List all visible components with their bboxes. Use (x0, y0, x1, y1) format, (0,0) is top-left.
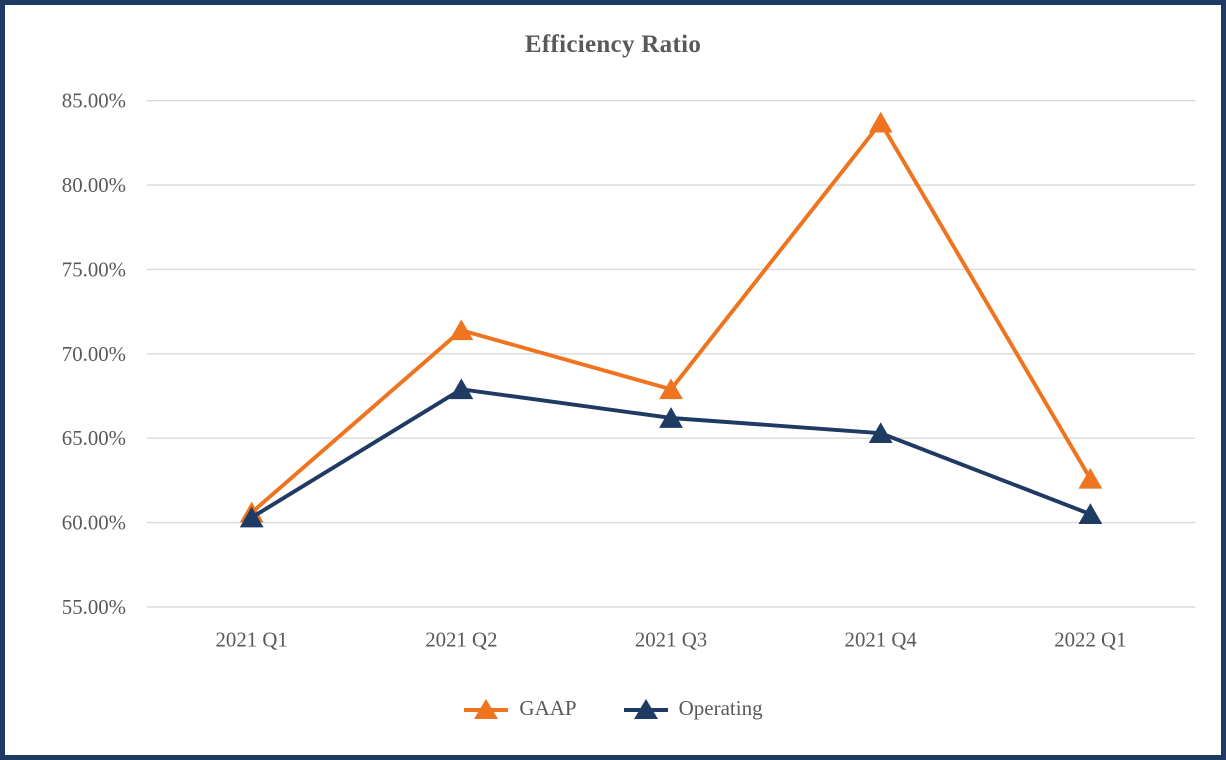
x-axis-label: 2021 Q4 (845, 628, 918, 651)
y-axis-tick-label: 70.00% (62, 343, 126, 366)
legend-label: Operating (678, 696, 763, 720)
data-point-marker-operating (659, 407, 683, 428)
y-axis-tick-label: 65.00% (62, 427, 126, 450)
data-point-marker-gaap (1078, 467, 1103, 489)
data-point-marker-gaap (659, 378, 683, 400)
legend-item-gaap: GAAP (463, 696, 577, 721)
legend-item-operating: Operating (623, 696, 763, 721)
legend-marker-gaap-icon (464, 698, 509, 719)
x-axis-label: 2021 Q2 (425, 628, 497, 651)
legend-label: GAAP (519, 696, 577, 720)
data-point-marker-operating (1078, 503, 1103, 525)
legend-marker-operating-icon (623, 698, 668, 719)
line-chart: 55.00% 60.00% 65.00% 70.00% 75.00% 80.00% 85.0… (62, 90, 1196, 651)
data-point-marker-operating (449, 378, 474, 400)
data-point-marker-operating (239, 506, 264, 528)
series-line-gaap (249, 120, 1093, 515)
data-point-marker-gaap (868, 111, 893, 133)
y-axis-tick-label: 80.00% (62, 174, 126, 197)
y-axis-tick-label: 75.00% (62, 258, 126, 281)
x-axis-label: 2022 Q1 (1054, 628, 1126, 651)
y-axis-tick-label: 55.00% (62, 596, 126, 619)
x-axis-label: 2021 Q1 (216, 628, 288, 651)
data-point-marker-operating (868, 422, 893, 444)
legend: GAAP Operating (5, 696, 1221, 721)
data-point-marker-gaap (449, 319, 474, 341)
y-axis-tick-label: 60.00% (62, 512, 126, 535)
y-axis-tick-label: 85.00% (62, 90, 126, 113)
chart-title: Efficiency Ratio (524, 31, 702, 58)
x-axis-label: 2021 Q3 (635, 628, 707, 651)
